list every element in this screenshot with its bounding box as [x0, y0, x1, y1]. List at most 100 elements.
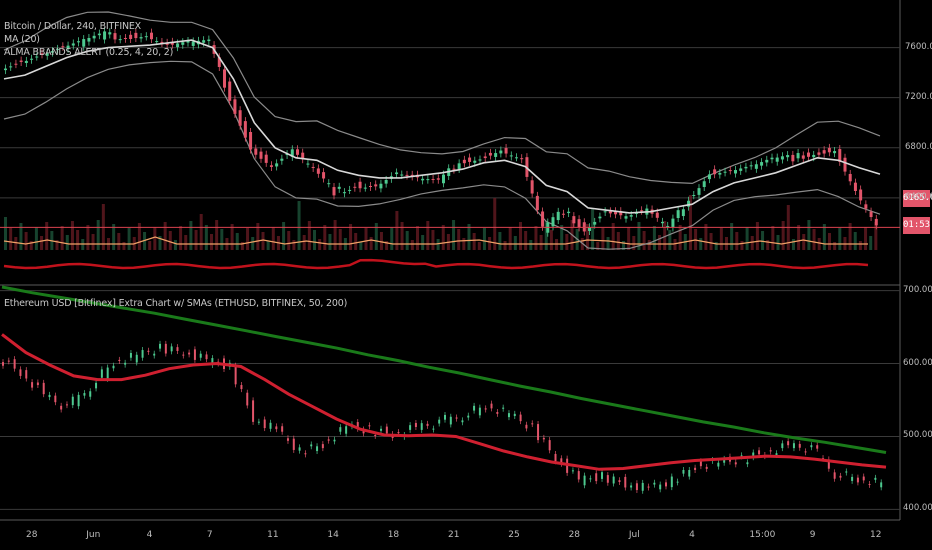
volume-bar: [91, 234, 95, 250]
volume-bar: [96, 220, 100, 250]
volume-bar: [282, 222, 286, 250]
eth-candle-body: [659, 484, 662, 490]
volume-bar: [616, 232, 620, 250]
eth-candle-body: [804, 451, 807, 453]
eth-candle-body: [60, 405, 63, 410]
volume-bar: [29, 241, 33, 250]
candle-body: [822, 150, 826, 154]
eth-candle-body: [385, 426, 388, 434]
eth-candle-body: [589, 478, 592, 480]
eth-candle-body: [240, 385, 243, 390]
volume-bar: [853, 232, 857, 250]
eth-candle-body: [618, 480, 621, 483]
candle-body: [692, 195, 696, 197]
candle-body: [707, 174, 711, 180]
volume-bar: [9, 228, 13, 250]
volume-bar: [544, 221, 548, 250]
candle-body: [207, 39, 211, 42]
candle-body: [379, 183, 383, 189]
eth-candle-body: [65, 404, 68, 406]
eth-candle-body: [752, 452, 755, 458]
volume-bar: [163, 222, 167, 250]
eth-candle-body: [624, 476, 627, 488]
candle-body: [567, 211, 571, 214]
eth-candle-body: [473, 405, 476, 411]
candle-body: [285, 153, 289, 156]
candle-body: [358, 181, 362, 189]
eth-candle-body: [676, 481, 679, 483]
volume-bar: [658, 235, 662, 250]
eth-candle-body: [781, 443, 784, 449]
eth-candle-body: [490, 403, 493, 409]
eth-candle-body: [531, 423, 534, 425]
eth-candle-body: [868, 484, 871, 486]
eth-candle-body: [275, 426, 278, 430]
eth-candle-body: [798, 443, 801, 448]
volume-bar: [338, 229, 342, 250]
eth-candle-body: [571, 470, 574, 472]
candle-body: [35, 56, 39, 58]
volume-bar: [122, 242, 126, 250]
y-tick-label: 7600.0: [905, 41, 932, 52]
eth-candle-body: [705, 466, 708, 469]
volume-bar: [379, 232, 383, 250]
eth-candle-body: [845, 471, 848, 473]
candle-body: [275, 163, 279, 167]
candle-body: [24, 60, 28, 63]
candle-body: [786, 155, 790, 158]
eth-candle-body: [635, 483, 638, 491]
candle-body: [535, 195, 539, 211]
candle-body: [807, 152, 810, 157]
candle-body: [186, 40, 190, 43]
candle-body: [129, 34, 133, 39]
volume-bar: [797, 225, 801, 250]
upper-band-line: [3, 11, 881, 185]
eth-candle-body: [170, 346, 173, 352]
candle-body: [228, 81, 232, 101]
eth-candle-body: [775, 453, 778, 456]
volume-bar: [60, 226, 64, 250]
x-tick-label: 12: [870, 530, 882, 540]
eth-candle-body: [286, 438, 289, 441]
candle-body: [56, 48, 60, 50]
volume-bar: [735, 232, 739, 250]
candle-body: [233, 99, 237, 114]
x-tick-label: 9: [809, 530, 816, 540]
eth-candle-body: [641, 482, 644, 491]
eth-candle-body: [339, 427, 342, 432]
volume-bar: [390, 227, 394, 250]
eth-candle-body: [484, 408, 487, 410]
eth-candle-body: [19, 369, 22, 376]
volume-bar: [194, 230, 198, 250]
eth-candle-body: [374, 434, 377, 436]
eth-candle-body: [513, 413, 516, 417]
eth-candle-body: [833, 472, 836, 479]
eth-candle-body: [71, 396, 74, 406]
eth-candle-body: [653, 482, 656, 485]
eth-candle-body: [246, 392, 249, 406]
eth-candle-body: [554, 453, 557, 462]
candle-body: [426, 179, 430, 181]
volume-bar: [560, 225, 564, 250]
x-tick-label: 18: [387, 530, 400, 540]
eth-candle-body: [862, 476, 865, 481]
eth-candle-body: [188, 352, 191, 355]
candle-body: [551, 217, 555, 227]
candle-body: [144, 36, 148, 38]
x-tick-label: 14: [327, 530, 339, 540]
volume-bar: [297, 201, 301, 250]
candle-body: [348, 189, 352, 191]
candle-body: [342, 192, 346, 194]
volume-bar: [493, 198, 497, 250]
eth-candle-body: [420, 423, 423, 430]
volume-bar: [828, 233, 831, 250]
volume-bar: [740, 241, 744, 250]
y-tick-label: 7200.0: [905, 91, 932, 102]
lower-band-line: [3, 60, 881, 250]
candle-body: [353, 186, 357, 188]
volume-bar: [838, 228, 842, 250]
volume-bar: [488, 237, 492, 250]
candle-body: [71, 43, 75, 46]
volume-bar: [210, 234, 213, 250]
candle-body: [296, 149, 299, 155]
